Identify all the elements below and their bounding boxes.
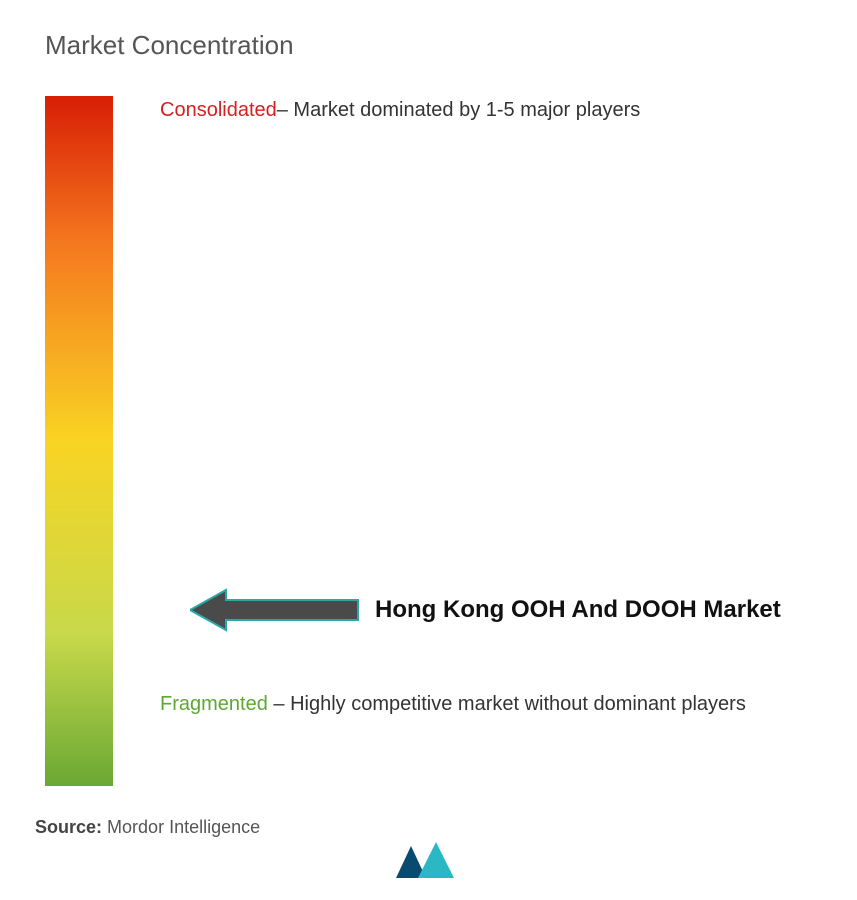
fragmented-desc: – Highly competitive market without domi… — [268, 693, 746, 715]
fragmented-label: Fragmented – Highly competitive market w… — [160, 688, 792, 720]
source-attribution: Source: Mordor Intelligence — [35, 817, 260, 838]
source-value: Mordor Intelligence — [107, 817, 260, 837]
market-pointer: Hong Kong OOH And DOOH Market — [190, 586, 781, 634]
fragmented-keyword: Fragmented — [160, 693, 268, 715]
diagram-area: Consolidated– Market dominated by 1-5 ma… — [35, 96, 822, 796]
consolidated-desc: – Market dominated by 1-5 major players — [277, 99, 641, 121]
left-arrow-icon — [190, 586, 360, 634]
source-label: Source: — [35, 817, 102, 837]
concentration-gradient-bar — [45, 96, 113, 786]
market-pointer-label: Hong Kong OOH And DOOH Market — [375, 596, 781, 624]
consolidated-label: Consolidated– Market dominated by 1-5 ma… — [160, 96, 640, 124]
page-title: Market Concentration — [45, 30, 822, 61]
consolidated-keyword: Consolidated — [160, 99, 277, 121]
logo-right-triangle — [418, 842, 454, 878]
mordor-logo-icon — [394, 840, 464, 885]
